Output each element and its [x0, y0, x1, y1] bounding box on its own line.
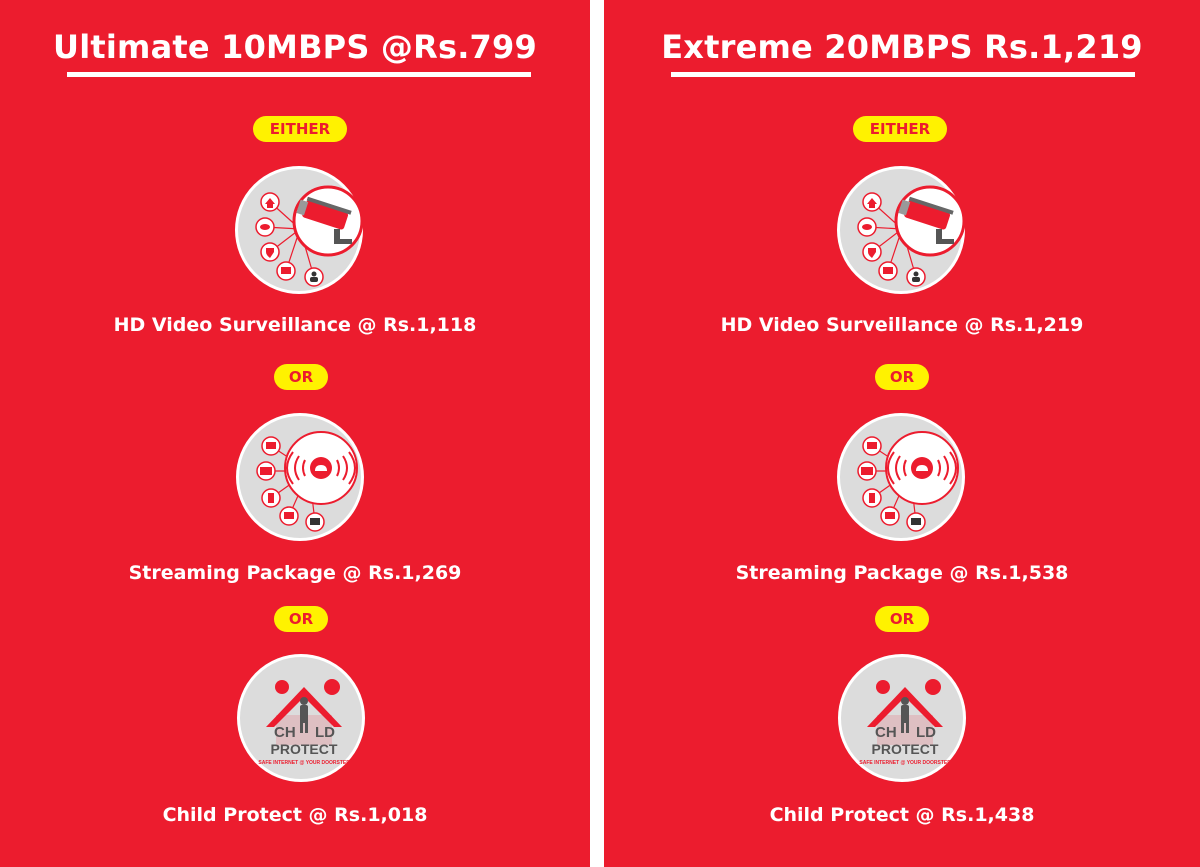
plan-title: Extreme 20MBPS Rs.1,219 — [661, 28, 1143, 66]
offer-label-streaming: Streaming Package @ Rs.1,269 — [128, 562, 462, 584]
either-badge: EITHER — [253, 116, 347, 142]
logo-text-ld: LD — [916, 724, 936, 741]
streaming-cloud-icon — [837, 413, 965, 541]
or-badge: OR — [274, 364, 328, 390]
offer-label-surveillance: HD Video Surveillance @ Rs.1,219 — [720, 314, 1084, 336]
offer-label-surveillance: HD Video Surveillance @ Rs.1,118 — [113, 314, 477, 336]
logo-text-protect: PROTECT — [271, 741, 338, 757]
logo-text-ch: CH — [274, 724, 296, 741]
logo-text-ld: LD — [315, 724, 335, 741]
plan-title: Ultimate 10MBPS @Rs.799 — [53, 28, 537, 66]
child-protect-logo: CH LD PROTECT SAFE INTERNET @ YOUR DOORS… — [838, 654, 966, 782]
or-badge: OR — [274, 606, 328, 632]
child-protect-logo: CH LD PROTECT SAFE INTERNET @ YOUR DOORS… — [237, 654, 365, 782]
logo-text-ch: CH — [875, 724, 897, 741]
either-badge: EITHER — [853, 116, 947, 142]
cctv-camera-icon — [837, 166, 966, 294]
plan-panel-ultimate: Ultimate 10MBPS @Rs.799 EITHER — [0, 0, 590, 867]
logo-text-protect: PROTECT — [872, 741, 939, 757]
logo-tagline: SAFE INTERNET @ YOUR DOORSTEP — [258, 760, 350, 766]
or-badge: OR — [875, 606, 929, 632]
offer-label-child-protect: Child Protect @ Rs.1,438 — [769, 804, 1035, 826]
plan-panel-extreme: Extreme 20MBPS Rs.1,219 EITHER — [604, 0, 1200, 867]
logo-tagline: SAFE INTERNET @ YOUR DOORSTEP — [859, 760, 951, 766]
title-underline — [671, 72, 1135, 77]
offer-label-streaming: Streaming Package @ Rs.1,538 — [735, 562, 1069, 584]
streaming-cloud-icon — [236, 413, 364, 541]
offer-label-child-protect: Child Protect @ Rs.1,018 — [162, 804, 428, 826]
or-badge: OR — [875, 364, 929, 390]
title-underline — [67, 72, 531, 77]
cctv-camera-icon — [235, 166, 364, 294]
